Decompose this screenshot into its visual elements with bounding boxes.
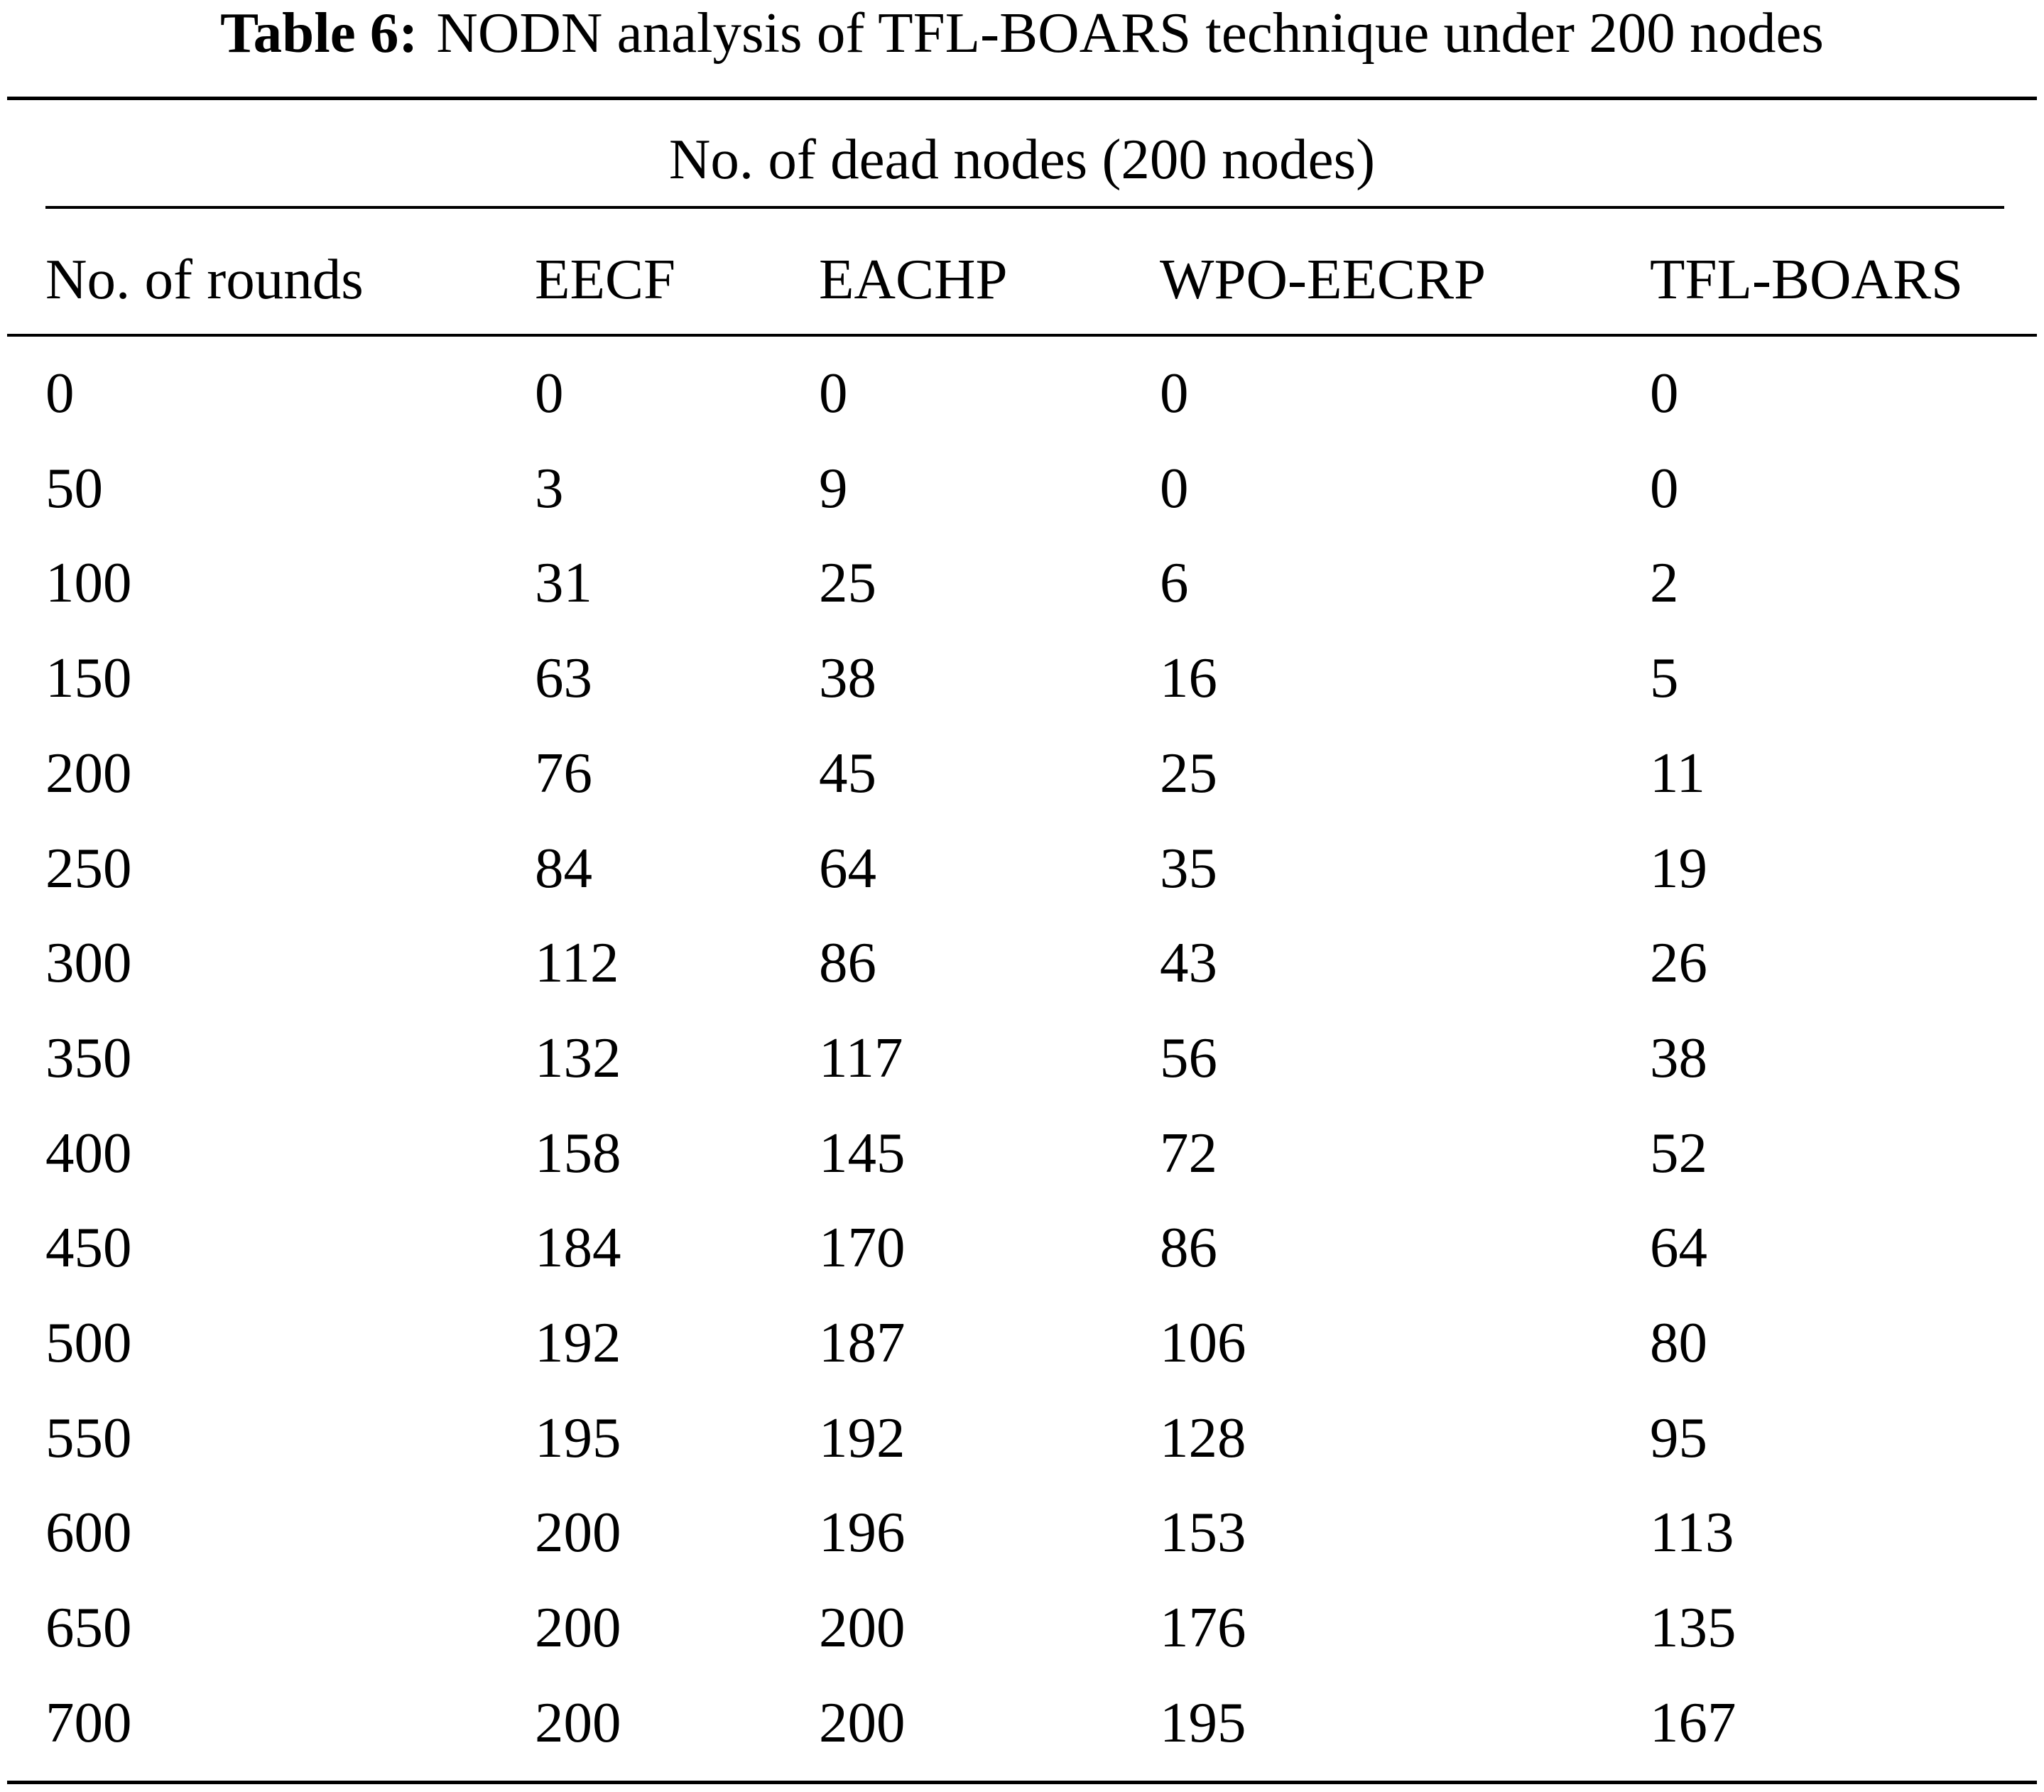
table-cell-tfl-boars: 19	[1650, 836, 1707, 900]
table-cell-rounds: 200	[45, 741, 132, 805]
table-cell-rounds: 650	[45, 1595, 132, 1659]
table-cell-eecf: 3	[535, 456, 564, 520]
table-caption: Table 6: NODN analysis of TFL-BOARS techn…	[0, 0, 2044, 65]
table-cell-eachp: 170	[819, 1215, 906, 1279]
table-cell-rounds: 50	[45, 456, 103, 520]
table-cell-eachp: 200	[819, 1690, 906, 1754]
table-cell-eachp: 145	[819, 1121, 906, 1185]
table-bottom-rule	[7, 1781, 2037, 1784]
table-cell-tfl-boars: 5	[1650, 646, 1679, 710]
table-cell-eecf: 184	[535, 1215, 621, 1279]
column-header-tfl-boars: TFL-BOARS	[1650, 247, 1964, 311]
table-cell-eecf: 200	[535, 1690, 621, 1754]
table-cell-eecf: 112	[535, 930, 619, 994]
table-cell-eecf: 84	[535, 836, 592, 900]
table-cell-eecf: 195	[535, 1406, 621, 1470]
table-cell-rounds: 600	[45, 1500, 132, 1564]
table-cell-wpo-eecrp: 6	[1160, 550, 1189, 614]
table-cell-eachp: 64	[819, 836, 876, 900]
table-cell-eachp: 38	[819, 646, 876, 710]
table-cell-tfl-boars: 167	[1650, 1690, 1736, 1754]
table-cell-rounds: 0	[45, 361, 75, 425]
table-cell-tfl-boars: 38	[1650, 1026, 1707, 1090]
table-cell-wpo-eecrp: 128	[1160, 1406, 1246, 1470]
table-cell-rounds: 550	[45, 1406, 132, 1470]
table-cell-wpo-eecrp: 72	[1160, 1121, 1217, 1185]
group-header-rule	[45, 206, 2004, 209]
table-cell-eecf: 200	[535, 1500, 621, 1564]
table-cell-rounds: 350	[45, 1026, 132, 1090]
group-header: No. of dead nodes (200 nodes)	[668, 127, 1376, 191]
column-header-eecf: EECF	[535, 247, 676, 311]
table-cell-eecf: 192	[535, 1310, 621, 1374]
table-cell-eecf: 0	[535, 361, 564, 425]
table-cell-rounds: 100	[45, 550, 132, 614]
table-cell-rounds: 250	[45, 836, 132, 900]
table-cell-wpo-eecrp: 153	[1160, 1500, 1246, 1564]
table-caption-label: Table 6:	[220, 1, 418, 65]
table-caption-text: NODN analysis of TFL-BOARS technique und…	[436, 1, 1824, 65]
table-cell-eecf: 200	[535, 1595, 621, 1659]
table-cell-tfl-boars: 80	[1650, 1310, 1707, 1374]
column-header-wpo-eecrp: WPO-EECRP	[1160, 247, 1486, 311]
table-cell-tfl-boars: 135	[1650, 1595, 1736, 1659]
table-cell-eachp: 187	[819, 1310, 906, 1374]
table-cell-eachp: 117	[819, 1026, 903, 1090]
table-cell-wpo-eecrp: 0	[1160, 456, 1189, 520]
table-cell-tfl-boars: 11	[1650, 741, 1705, 805]
table-top-rule	[7, 97, 2037, 100]
table-cell-rounds: 700	[45, 1690, 132, 1754]
table-cell-tfl-boars: 113	[1650, 1500, 1734, 1564]
table-cell-tfl-boars: 0	[1650, 361, 1679, 425]
table-cell-wpo-eecrp: 195	[1160, 1690, 1246, 1754]
table-cell-wpo-eecrp: 43	[1160, 930, 1217, 994]
table-cell-eachp: 196	[819, 1500, 906, 1564]
table-cell-eecf: 63	[535, 646, 592, 710]
table-cell-wpo-eecrp: 35	[1160, 836, 1217, 900]
table-cell-tfl-boars: 95	[1650, 1406, 1707, 1470]
table-cell-eecf: 31	[535, 550, 592, 614]
table-cell-tfl-boars: 26	[1650, 930, 1707, 994]
table-cell-eecf: 158	[535, 1121, 621, 1185]
column-header-eachp: EACHP	[819, 247, 1008, 311]
table-cell-rounds: 500	[45, 1310, 132, 1374]
table-cell-wpo-eecrp: 86	[1160, 1215, 1217, 1279]
table-cell-wpo-eecrp: 25	[1160, 741, 1217, 805]
table-cell-wpo-eecrp: 16	[1160, 646, 1217, 710]
table-cell-eachp: 192	[819, 1406, 906, 1470]
table-cell-rounds: 300	[45, 930, 132, 994]
table-cell-wpo-eecrp: 106	[1160, 1310, 1246, 1374]
table-cell-rounds: 400	[45, 1121, 132, 1185]
table-cell-eachp: 86	[819, 930, 876, 994]
table-cell-eachp: 45	[819, 741, 876, 805]
table-cell-wpo-eecrp: 176	[1160, 1595, 1246, 1659]
table-cell-tfl-boars: 0	[1650, 456, 1679, 520]
column-header-rounds: No. of rounds	[45, 247, 364, 311]
table-cell-eachp: 9	[819, 456, 848, 520]
table-cell-eachp: 25	[819, 550, 876, 614]
table-cell-wpo-eecrp: 0	[1160, 361, 1189, 425]
table-cell-tfl-boars: 2	[1650, 550, 1679, 614]
column-header-rule	[7, 334, 2037, 337]
table-cell-wpo-eecrp: 56	[1160, 1026, 1217, 1090]
table-cell-eecf: 132	[535, 1026, 621, 1090]
table-cell-eachp: 0	[819, 361, 848, 425]
table-cell-tfl-boars: 52	[1650, 1121, 1707, 1185]
table-cell-rounds: 150	[45, 646, 132, 710]
table-cell-eachp: 200	[819, 1595, 906, 1659]
table-cell-tfl-boars: 64	[1650, 1215, 1707, 1279]
table-cell-eecf: 76	[535, 741, 592, 805]
table-cell-rounds: 450	[45, 1215, 132, 1279]
